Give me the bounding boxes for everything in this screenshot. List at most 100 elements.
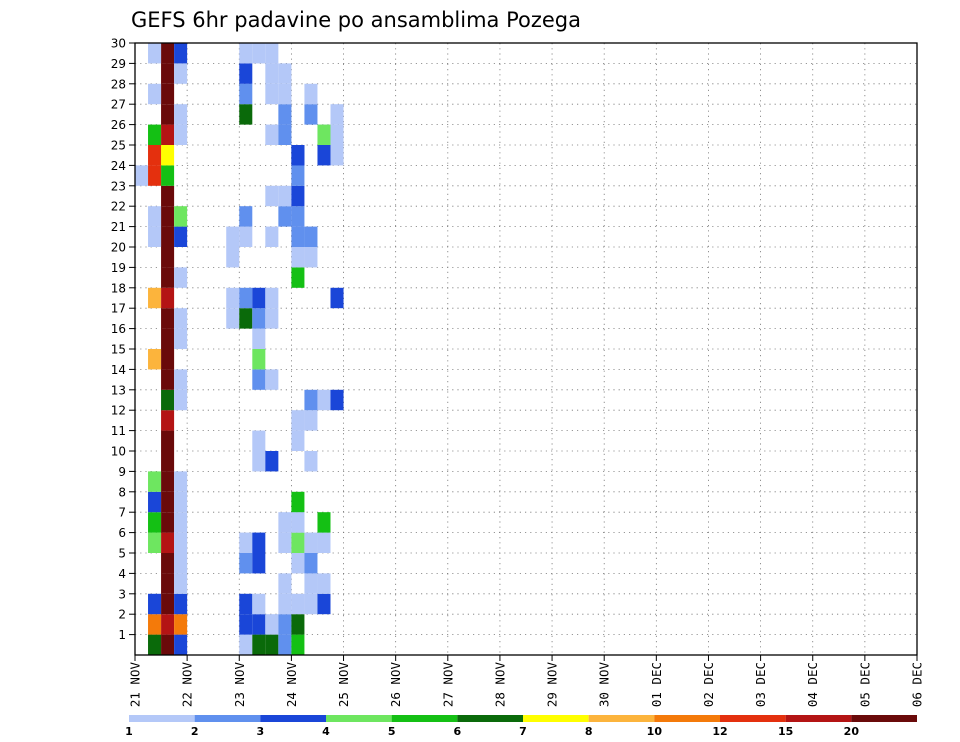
heatmap-cell: [148, 83, 162, 105]
heatmap-cell: [265, 369, 279, 390]
heatmap-cell: [330, 389, 344, 411]
heatmap-cell: [291, 634, 305, 655]
colorbar-segment: [194, 715, 261, 722]
colorbar-segment: [391, 715, 458, 722]
chart-title: GEFS 6hr padavine po ansamblima Pozega: [131, 8, 581, 32]
heatmap-cell: [161, 308, 175, 329]
heatmap-cell: [330, 145, 344, 166]
heatmap-cell: [174, 226, 188, 247]
y-tick-label: 24: [111, 159, 126, 173]
heatmap-cell: [317, 593, 331, 615]
heatmap-cell: [161, 83, 175, 105]
colorbar-label: 3: [257, 725, 265, 738]
heatmap-cell: [317, 389, 331, 411]
x-tick-label: 22 NOV: [180, 662, 195, 708]
heatmap-cell: [161, 634, 175, 655]
heatmap-cell: [265, 614, 279, 635]
heatmap-cell: [239, 43, 253, 64]
colorbar-segment: [588, 715, 655, 722]
heatmap-cell: [304, 410, 318, 431]
heatmap-cell: [265, 43, 279, 64]
heatmap-cells: [135, 43, 344, 655]
heatmap-cell: [174, 389, 188, 411]
x-tick-label: 30 NOV: [597, 662, 612, 708]
y-tick-label: 13: [111, 383, 126, 397]
heatmap-cell: [278, 532, 292, 553]
heatmap-cell: [161, 593, 175, 615]
heatmap-cell: [135, 165, 149, 186]
y-tick-label: 3: [118, 587, 126, 601]
x-tick-label: 29 NOV: [545, 662, 560, 708]
heatmap-cell: [174, 43, 188, 64]
heatmap-cell: [252, 349, 266, 370]
heatmap-cell: [252, 287, 266, 309]
heatmap-cell: [226, 226, 240, 247]
heatmap-cell: [174, 328, 188, 349]
heatmap-cell: [148, 532, 162, 553]
heatmap-cell: [174, 491, 188, 513]
heatmap-cell: [291, 226, 305, 247]
heatmap-cell: [148, 145, 162, 166]
heatmap-cell: [148, 43, 162, 64]
heatmap-cell: [239, 226, 253, 247]
heatmap-cell: [148, 206, 162, 227]
heatmap-cell: [265, 185, 279, 207]
y-tick-label: 9: [118, 465, 126, 479]
colorbar-label: 15: [778, 725, 793, 738]
heatmap-cell: [265, 63, 279, 84]
heatmap-cell: [161, 165, 175, 186]
x-tick-label: 23 NOV: [232, 662, 247, 708]
heatmap-cell: [161, 104, 175, 125]
heatmap-cell: [161, 532, 175, 553]
heatmap-cell: [226, 308, 240, 329]
heatmap-cell: [291, 206, 305, 227]
heatmap-cell: [239, 614, 253, 635]
colorbar-segment: [654, 715, 720, 722]
heatmap-cell: [265, 287, 279, 309]
heatmap-cell: [239, 287, 253, 309]
heatmap-cell: [174, 614, 188, 635]
heatmap-cell: [174, 308, 188, 329]
heatmap-cell: [161, 124, 175, 145]
y-tick-label: 19: [111, 261, 126, 275]
heatmap-cell: [265, 124, 279, 145]
x-tick-label: 24 NOV: [284, 662, 299, 708]
colorbar-segment: [326, 715, 392, 722]
heatmap-cell: [291, 145, 305, 166]
heatmap-cell: [291, 512, 305, 533]
colorbar-label: 1: [125, 725, 133, 738]
heatmap-cell: [317, 532, 331, 553]
heatmap-cell: [330, 104, 344, 125]
x-tick-label: 04 DEC: [805, 662, 820, 707]
heatmap-cell: [148, 593, 162, 615]
y-tick-label: 6: [118, 526, 126, 540]
y-tick-label: 2: [118, 608, 126, 622]
heatmap-cell: [239, 104, 253, 125]
colorbar-label: 12: [712, 725, 727, 738]
heatmap-cell: [161, 369, 175, 390]
y-tick-label: 30: [111, 37, 126, 51]
colorbar-label: 20: [844, 725, 860, 738]
heatmap-cell: [291, 614, 305, 635]
heatmap-cell: [291, 553, 305, 574]
x-tick-label: 21 NOV: [128, 662, 143, 708]
heatmap-cell: [148, 165, 162, 186]
heatmap-cell: [239, 532, 253, 553]
heatmap-cell: [304, 247, 318, 268]
x-tick-label: 05 DEC: [857, 662, 872, 707]
heatmap-cell: [174, 124, 188, 145]
heatmap-cell: [278, 185, 292, 207]
heatmap-cell: [304, 83, 318, 105]
x-tick-label: 26 NOV: [388, 662, 403, 708]
heatmap-cell: [291, 593, 305, 615]
x-tick-label: 06 DEC: [910, 662, 925, 707]
heatmap-cell: [174, 593, 188, 615]
heatmap-cell: [239, 206, 253, 227]
y-tick-label: 26: [111, 118, 126, 132]
colorbar-label: 5: [388, 725, 396, 738]
heatmap-cell: [161, 63, 175, 84]
heatmap-cell: [239, 308, 253, 329]
heatmap-cell: [161, 491, 175, 513]
colorbar-segment: [720, 715, 786, 722]
heatmap-cell: [252, 328, 266, 349]
